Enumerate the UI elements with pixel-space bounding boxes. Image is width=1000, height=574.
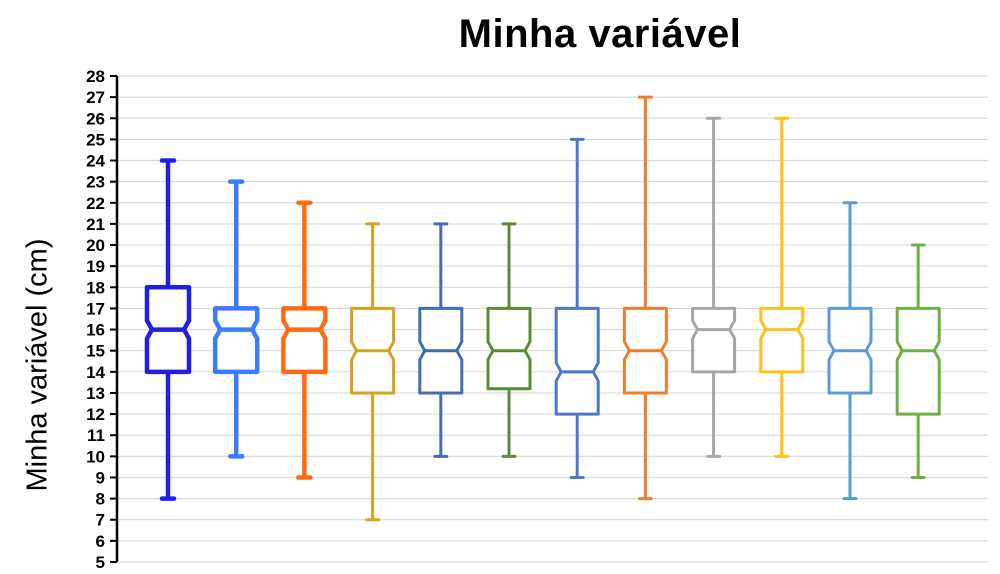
chart-title: Minha variável [458,12,742,56]
box-body [691,306,737,374]
y-tick-label: 21 [86,215,105,234]
y-tick-label: 7 [96,511,105,530]
box-4 [350,222,396,522]
box-3 [281,200,328,480]
y-tick-label: 15 [86,342,105,361]
y-tick-label: 9 [96,468,105,487]
y-tick-label: 18 [86,278,105,297]
y-tick-label: 23 [86,173,105,192]
y-tick-label: 10 [86,447,105,466]
y-tick-label: 22 [86,194,105,213]
box-7 [554,137,600,479]
y-tick-label: 11 [87,426,105,445]
y-tick-label: 12 [86,405,105,424]
y-tick-label: 16 [86,321,105,340]
box-2 [212,179,260,459]
y-tick-label: 6 [96,532,105,551]
box-body [759,306,805,374]
box-body [212,306,260,375]
y-tick-label: 17 [86,299,105,318]
y-tick-label: 8 [96,490,105,509]
boxes [144,95,941,522]
box-body [895,306,941,416]
y-tick-label: 14 [86,363,105,382]
box-body [486,306,532,391]
box-body [554,306,600,416]
box-12 [895,243,941,479]
y-tick-label: 20 [86,236,105,255]
y-tick-label: 19 [86,257,105,276]
y-axis: 5 6 7 8 9 10 11 12 13 14 15 16 17 18 19 20 21 22 23 24 25 26 2… [86,67,119,572]
y-tick-label: 27 [86,88,105,107]
box-6 [486,222,532,458]
y-tick-label: 25 [86,130,105,149]
y-tick-label: 13 [86,384,105,403]
y-tick-label: 5 [96,553,105,572]
box-body [281,306,328,375]
y-tick-label: 26 [86,109,105,128]
box-8 [622,95,668,501]
box-9 [691,116,737,458]
y-tick-label: 28 [86,67,105,86]
y-tick-label: 24 [86,152,105,171]
box-10 [759,116,805,458]
box-5 [418,222,464,458]
box-11 [827,201,873,501]
box-1 [144,158,192,501]
